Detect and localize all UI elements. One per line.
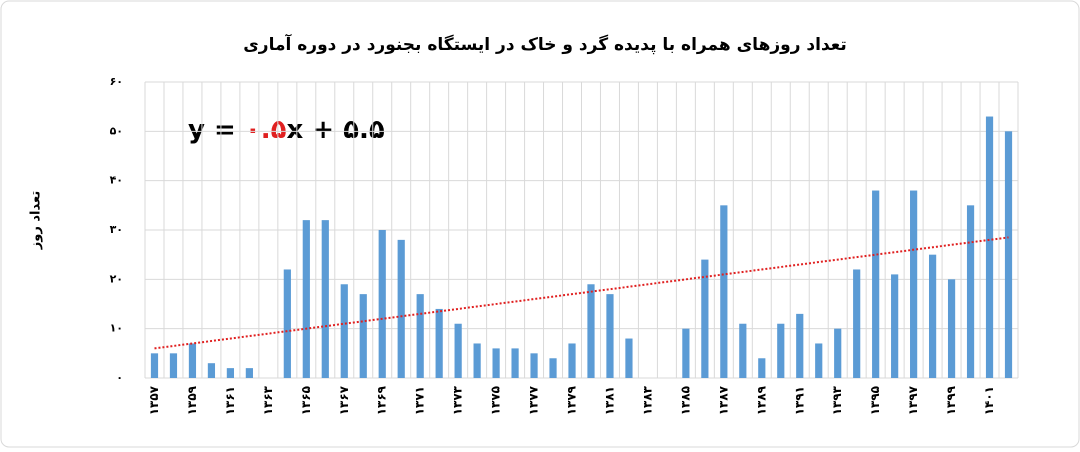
x-tick-label: ۱۳۹۵ bbox=[868, 386, 882, 415]
bar bbox=[891, 274, 899, 378]
bar bbox=[245, 368, 253, 378]
bar bbox=[435, 308, 443, 378]
x-tick-label: ۱۳۶۵ bbox=[299, 386, 313, 415]
x-tick-label: ۱۳۸۷ bbox=[716, 385, 730, 415]
bar bbox=[473, 343, 481, 378]
x-tick-label: ۱۳۷۵ bbox=[489, 386, 503, 415]
y-tick-label: ۲۰ bbox=[110, 272, 123, 285]
bar bbox=[1004, 131, 1013, 378]
bar bbox=[226, 368, 235, 378]
bar bbox=[872, 190, 880, 378]
x-tick-label: ۱۳۸۹ bbox=[754, 385, 768, 415]
bar bbox=[511, 348, 519, 378]
bar bbox=[416, 294, 424, 378]
x-tick-label: ۱۳۸۱ bbox=[602, 386, 616, 415]
bar bbox=[150, 353, 159, 378]
x-tick-label: ۱۳۹۳ bbox=[830, 385, 844, 415]
bar bbox=[682, 328, 690, 378]
bar bbox=[302, 220, 310, 378]
chart-title: تعداد روزهای همراه با پدیده گرد و خاک در… bbox=[243, 33, 847, 55]
bar bbox=[853, 269, 861, 378]
bar bbox=[359, 294, 367, 378]
x-tick-label: ۱۳۷۳ bbox=[451, 385, 465, 415]
bar bbox=[985, 116, 994, 379]
bar bbox=[739, 323, 747, 378]
x-tick-label: ۱۳۸۵ bbox=[678, 386, 692, 415]
bar bbox=[720, 205, 728, 378]
trend-equation: y = ۰.۵x + ۵.۵ bbox=[188, 115, 385, 145]
x-tick-label: ۱۳۶۱ bbox=[223, 386, 237, 415]
bar bbox=[910, 190, 918, 378]
x-tick-label: ۱۳۹۱ bbox=[792, 386, 806, 415]
plot-area bbox=[144, 81, 1019, 379]
bar bbox=[625, 338, 633, 378]
x-tick-label: ۱۳۷۱ bbox=[413, 386, 427, 415]
x-tick-label: ۱۳۹۷ bbox=[906, 385, 920, 415]
bar bbox=[966, 205, 975, 378]
x-tick-label: ۱۳۷۹ bbox=[565, 385, 579, 415]
y-tick-label: ۵۰ bbox=[110, 124, 123, 137]
y-axis-label: تعداد روز bbox=[29, 191, 44, 250]
bar bbox=[397, 239, 405, 378]
y-tick-label: ۱۰ bbox=[110, 322, 123, 335]
bar bbox=[587, 284, 595, 378]
bar bbox=[606, 294, 614, 378]
x-tick-label: ۱۳۵۹ bbox=[185, 385, 199, 415]
equation-slope: ۰.۵ bbox=[245, 115, 287, 145]
bar bbox=[188, 343, 197, 378]
equation-intercept: ۵.۵ bbox=[343, 115, 385, 145]
y-tick-label: ۰ bbox=[116, 371, 123, 384]
x-tick-label: ۱۳۹۹ bbox=[944, 385, 958, 415]
y-tick-label: ۶۰ bbox=[110, 75, 123, 88]
bar bbox=[928, 254, 937, 378]
x-tick-label: ۱۴۰۱ bbox=[982, 386, 996, 415]
bar bbox=[777, 323, 785, 378]
bar bbox=[492, 348, 500, 378]
y-tick-label: ۳۰ bbox=[110, 223, 123, 236]
x-tick-label: ۱۳۵۷ bbox=[147, 385, 161, 415]
bar bbox=[454, 323, 462, 378]
bar bbox=[549, 358, 557, 378]
bar bbox=[796, 313, 804, 378]
bar bbox=[321, 220, 329, 378]
bar bbox=[378, 230, 386, 378]
x-tick-label: ۱۳۶۷ bbox=[337, 385, 351, 415]
x-tick-label: ۱۳۷۷ bbox=[527, 385, 541, 415]
x-tick-label: ۱۳۶۳ bbox=[261, 385, 275, 415]
equation-prefix: y = bbox=[188, 115, 245, 145]
bar bbox=[169, 353, 178, 378]
x-tick-label: ۱۳۸۳ bbox=[640, 385, 654, 415]
equation-middle: x + bbox=[286, 115, 343, 145]
bar bbox=[283, 269, 291, 378]
y-tick-label: ۴۰ bbox=[110, 174, 123, 187]
bar bbox=[340, 284, 348, 378]
bar bbox=[947, 279, 956, 378]
bar bbox=[834, 328, 842, 378]
bar bbox=[530, 353, 538, 378]
bar bbox=[815, 343, 823, 378]
bar bbox=[758, 358, 766, 378]
bar bbox=[568, 343, 576, 378]
bar bbox=[701, 259, 709, 378]
bar bbox=[207, 363, 216, 378]
x-tick-label: ۱۳۶۹ bbox=[375, 385, 389, 415]
trendline bbox=[154, 236, 1009, 350]
